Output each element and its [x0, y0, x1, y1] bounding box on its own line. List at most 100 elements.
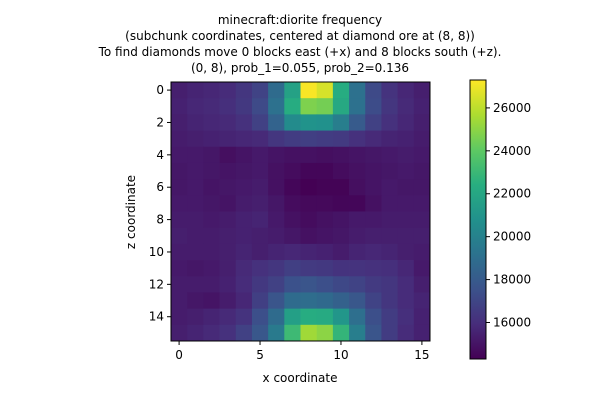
heatmap-cell	[300, 308, 318, 326]
y-tick-label: 12	[149, 277, 164, 291]
heatmap-cell	[187, 260, 204, 277]
heatmap-cell	[284, 308, 301, 326]
heatmap-cell	[171, 179, 188, 196]
heatmap-cell	[235, 146, 253, 164]
heatmap-cell	[397, 195, 415, 212]
heatmap-cell	[316, 162, 334, 180]
heatmap-cell	[235, 292, 253, 310]
heatmap-cell	[332, 98, 350, 115]
heatmap-cell	[268, 82, 285, 99]
heatmap-cell	[381, 308, 399, 326]
title-line-3: To find diamonds move 0 blocks east (+x)…	[98, 45, 502, 59]
heatmap-cell	[349, 292, 366, 310]
heatmap-cell	[365, 243, 382, 261]
heatmap-cell	[268, 211, 285, 229]
heatmap-cell	[203, 114, 220, 131]
heatmap-cell	[187, 211, 204, 229]
heatmap-cell	[187, 130, 204, 148]
heatmap-cell	[235, 308, 253, 326]
y-tick-label: 2	[156, 115, 164, 129]
y-tick-label: 0	[156, 83, 164, 97]
heatmap-cell	[219, 114, 237, 131]
heatmap-cell	[203, 130, 220, 148]
heatmap-cell	[203, 276, 220, 293]
heatmap-cell	[268, 276, 285, 293]
heatmap-cell	[219, 179, 237, 196]
heatmap-cell	[268, 292, 285, 310]
heatmap-cell	[413, 195, 431, 212]
heatmap-cell	[349, 260, 366, 277]
heatmap-cell	[365, 276, 382, 293]
heatmap-cell	[381, 98, 399, 115]
heatmap-cell	[316, 292, 334, 310]
heatmap-cell	[171, 243, 188, 261]
heatmap-cell	[268, 195, 285, 212]
heatmap-cell	[316, 276, 334, 293]
heatmap-cell	[365, 146, 382, 164]
y-tick-label: 14	[149, 310, 164, 324]
heatmap-cell	[284, 211, 301, 229]
heatmap-cell	[381, 162, 399, 180]
colorbar-axis: 16000 18000 20000 22000 24000 26000	[486, 101, 531, 330]
heatmap-cell	[219, 146, 237, 164]
heatmap-cell	[203, 211, 220, 229]
heatmap-cell	[187, 276, 204, 293]
heatmap-cell	[365, 324, 382, 342]
heatmap-cell	[219, 308, 237, 326]
heatmap-cell	[332, 195, 350, 212]
heatmap-cell	[251, 292, 269, 310]
heatmap-cell	[284, 162, 301, 180]
heatmap-cell	[284, 260, 301, 277]
x-axis: 0 5 10 15	[175, 341, 430, 362]
heatmap-cell	[300, 211, 318, 229]
heatmap-cell	[284, 130, 301, 148]
heatmap-cell	[284, 98, 301, 115]
heatmap-cell	[171, 324, 188, 342]
heatmap-cell	[332, 308, 350, 326]
heatmap-cell	[332, 276, 350, 293]
heatmap-cell	[413, 276, 431, 293]
heatmap-cell	[284, 195, 301, 212]
heatmap-cell	[268, 324, 285, 342]
heatmap-cell	[397, 324, 415, 342]
heatmap-cell	[251, 162, 269, 180]
heatmap-cell	[332, 179, 350, 196]
heatmap-cell	[349, 82, 366, 99]
colorbar-tick-label: 16000	[493, 316, 531, 330]
heatmap-cell	[413, 146, 431, 164]
heatmap-cell	[219, 82, 237, 99]
heatmap-cell	[316, 308, 334, 326]
heatmap-cell	[187, 82, 204, 99]
heatmap-cell	[365, 195, 382, 212]
heatmap-cell	[187, 227, 204, 245]
heatmap-cell	[219, 324, 237, 342]
heatmap-cells	[171, 82, 431, 342]
heatmap-cell	[381, 243, 399, 261]
x-tick-label: 0	[175, 348, 183, 362]
heatmap-cell	[300, 227, 318, 245]
heatmap-cell	[171, 146, 188, 164]
heatmap-cell	[397, 130, 415, 148]
heatmap-cell	[235, 114, 253, 131]
heatmap-cell	[284, 276, 301, 293]
heatmap-cell	[219, 276, 237, 293]
heatmap-cell	[349, 114, 366, 131]
heatmap-cell	[349, 243, 366, 261]
y-tick-label: 8	[156, 213, 164, 227]
y-axis: 0 2 4 6 8 10 12 14	[149, 83, 171, 324]
heatmap-cell	[203, 260, 220, 277]
heatmap-cell	[203, 162, 220, 180]
heatmap-cell	[413, 82, 431, 99]
heatmap-cell	[300, 82, 318, 99]
heatmap-cell	[251, 211, 269, 229]
chart-title: minecraft:diorite frequency (subchunk co…	[0, 12, 600, 76]
heatmap-cell	[251, 146, 269, 164]
heatmap-cell	[268, 146, 285, 164]
heatmap-cell	[251, 276, 269, 293]
plot-frame	[170, 81, 431, 342]
y-tick-label: 6	[156, 180, 164, 194]
heatmap-cell	[235, 227, 253, 245]
heatmap-cell	[413, 162, 431, 180]
heatmap-cell	[365, 162, 382, 180]
heatmap-cell	[171, 260, 188, 277]
